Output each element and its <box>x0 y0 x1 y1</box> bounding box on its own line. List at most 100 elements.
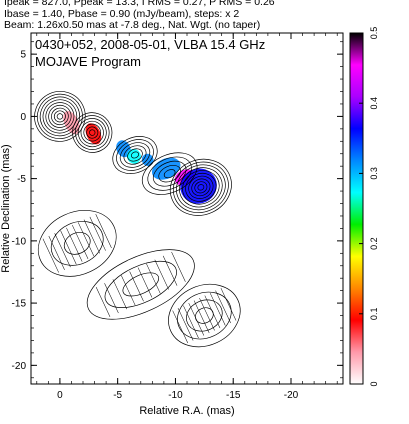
y-tick-label-2: -5 <box>17 174 26 185</box>
intensity-contour-2-3 <box>123 145 147 165</box>
polarized-contour-2-1 <box>195 307 214 324</box>
evpa-vector-0-9 <box>95 214 112 249</box>
colorbar-tick-label-1: 0.1 <box>369 308 379 321</box>
polarized-contour-0-2 <box>50 221 104 266</box>
evpa-vector-2-8 <box>215 290 231 324</box>
evpa-vector-0-7 <box>83 219 101 254</box>
evpa-vector-2-9 <box>220 287 237 321</box>
polarized-contour-1-3 <box>86 249 195 320</box>
intensity-contour-2-2 <box>127 148 143 162</box>
map-layer <box>34 91 241 348</box>
intensity-contour-4-2 <box>194 181 208 194</box>
evpa-vector-1-7 <box>154 259 169 290</box>
colorbar-ticks: 0 0.1 0.2 0.3 0.4 0.5 <box>359 27 379 387</box>
evpa-vector-1-4 <box>129 271 144 302</box>
x-tick-label-0: 0 <box>57 390 63 401</box>
y-tick-label-0: 5 <box>20 50 26 61</box>
polarized-contour-1-2 <box>104 260 177 308</box>
intensity-contour-4-8 <box>176 164 226 211</box>
intensity-contour-3-4 <box>147 156 192 191</box>
intensity-contour-4-7 <box>179 167 223 208</box>
polarized-contour-1-1 <box>122 272 160 297</box>
colorbar-tick-label-3: 0.3 <box>369 167 379 180</box>
x-tick-label-4: -20 <box>284 390 299 401</box>
intensity-contour-1-6 <box>75 115 110 150</box>
polarized-contour-2-3 <box>177 291 232 340</box>
intensity-contour-0-7 <box>39 96 80 137</box>
intensity-contour-3-5 <box>141 152 198 195</box>
intensity-contour-0-2 <box>53 110 66 123</box>
evpa-vector-2-5 <box>199 297 215 331</box>
colorbar-tick-label-5: 0.5 <box>369 27 379 40</box>
intensity-contour-4-5 <box>185 172 217 202</box>
evpa-vector-2-7 <box>209 292 226 326</box>
intensity-contour-4-9 <box>173 161 229 213</box>
evpa-vector-0-0 <box>42 238 59 273</box>
intensity-contour-0-3 <box>51 107 69 126</box>
evpa-vector-1-2 <box>112 279 128 310</box>
evpa-vector-1-1 <box>104 283 119 314</box>
polarized-contour-2-4 <box>168 283 241 348</box>
evpa-vector-1-5 <box>137 267 153 298</box>
evpa-vector-2-4 <box>193 300 210 334</box>
evpa-vector-2-6 <box>204 295 221 329</box>
header-line-3: Beam: 1.26x0.50 mas at -7.8 deg., Nat. W… <box>4 19 261 31</box>
intensity-contour-4-6 <box>182 170 220 205</box>
intensity-contour-2-5 <box>116 139 154 171</box>
evpa-vector-1-9 <box>171 251 186 282</box>
evpa-vector-0-8 <box>89 216 106 251</box>
intensity-contour-0-4 <box>48 104 72 128</box>
polarized-contour-0-1 <box>63 232 91 255</box>
y-tick-label-1: 0 <box>20 112 26 123</box>
chart-title: 0430+052, 2008-05-01, VLBA 15.4 GHz <box>35 37 265 52</box>
intensity-contour-1-1 <box>89 129 96 136</box>
evpa-vector-2-1 <box>177 307 194 341</box>
evpa-vector-0-2 <box>54 233 71 268</box>
evpa-vector-0-1 <box>48 235 65 270</box>
x-tick-label-1: -5 <box>113 390 122 401</box>
chart-subtitle: MOJAVE Program <box>35 54 141 69</box>
intensity-contour-4-1 <box>197 184 205 191</box>
evpa-vector-1-0 <box>95 287 111 318</box>
intensity-contour-1-4 <box>80 120 104 145</box>
polarized-contour-0-3 <box>37 210 117 277</box>
y-tick-label-3: -10 <box>12 236 27 247</box>
evpa-vector-1-3 <box>121 275 136 306</box>
intensity-contour-0-6 <box>42 99 78 134</box>
colorbar-tick-label-2: 0.2 <box>369 237 379 250</box>
evpa-vector-2-2 <box>183 305 199 339</box>
intensity-contour-4-3 <box>191 178 211 197</box>
y-tick-label-4: -15 <box>12 299 27 310</box>
intensity-contour-2-4 <box>119 142 151 168</box>
polarized-contour-2-2 <box>186 299 223 332</box>
evpa-vector-2-3 <box>188 302 205 336</box>
x-tick-label-3: -15 <box>226 390 241 401</box>
intensity-contour-1-5 <box>77 118 107 148</box>
evpa-vector-0-3 <box>60 230 77 265</box>
colorbar-tick-label-0: 0 <box>369 381 379 386</box>
evpa-vector-1-8 <box>162 255 178 286</box>
intensity-contour-0-5 <box>45 102 75 131</box>
intensity-contour-3-1 <box>163 169 176 179</box>
intensity-contour-0-8 <box>37 93 83 139</box>
intensity-contour-0-1 <box>56 113 64 120</box>
intensity-contour-0-9 <box>34 91 86 142</box>
colorbar-tick-label-4: 0.4 <box>369 97 379 110</box>
intensity-contour-2-6 <box>112 136 158 174</box>
colorbar <box>349 32 364 385</box>
intensity-contour-2-1 <box>130 151 140 159</box>
header-line-1: Ipeak = 827.0, Ppeak = 13.3, I RMS = 0.2… <box>4 0 275 8</box>
y-axis-label: Relative Declination (mas) <box>0 144 12 272</box>
intensity-contour-1-2 <box>86 126 99 139</box>
intensity-contour-1-7 <box>72 112 113 153</box>
intensity-contour-1-3 <box>83 123 102 142</box>
intensity-contour-4-10 <box>169 158 232 216</box>
axes-layer: 0 -5 -10 -15 -20 5 0 -5 -10 -15 -20 <box>12 33 343 401</box>
x-axis-label: Relative R.A. (mas) <box>139 405 234 417</box>
evpa-vector-0-6 <box>77 222 95 257</box>
plot-frame <box>30 32 344 385</box>
evpa-vector-1-6 <box>146 263 161 294</box>
intensity-contour-4-4 <box>188 175 214 199</box>
evpa-vector-2-0 <box>172 310 189 344</box>
